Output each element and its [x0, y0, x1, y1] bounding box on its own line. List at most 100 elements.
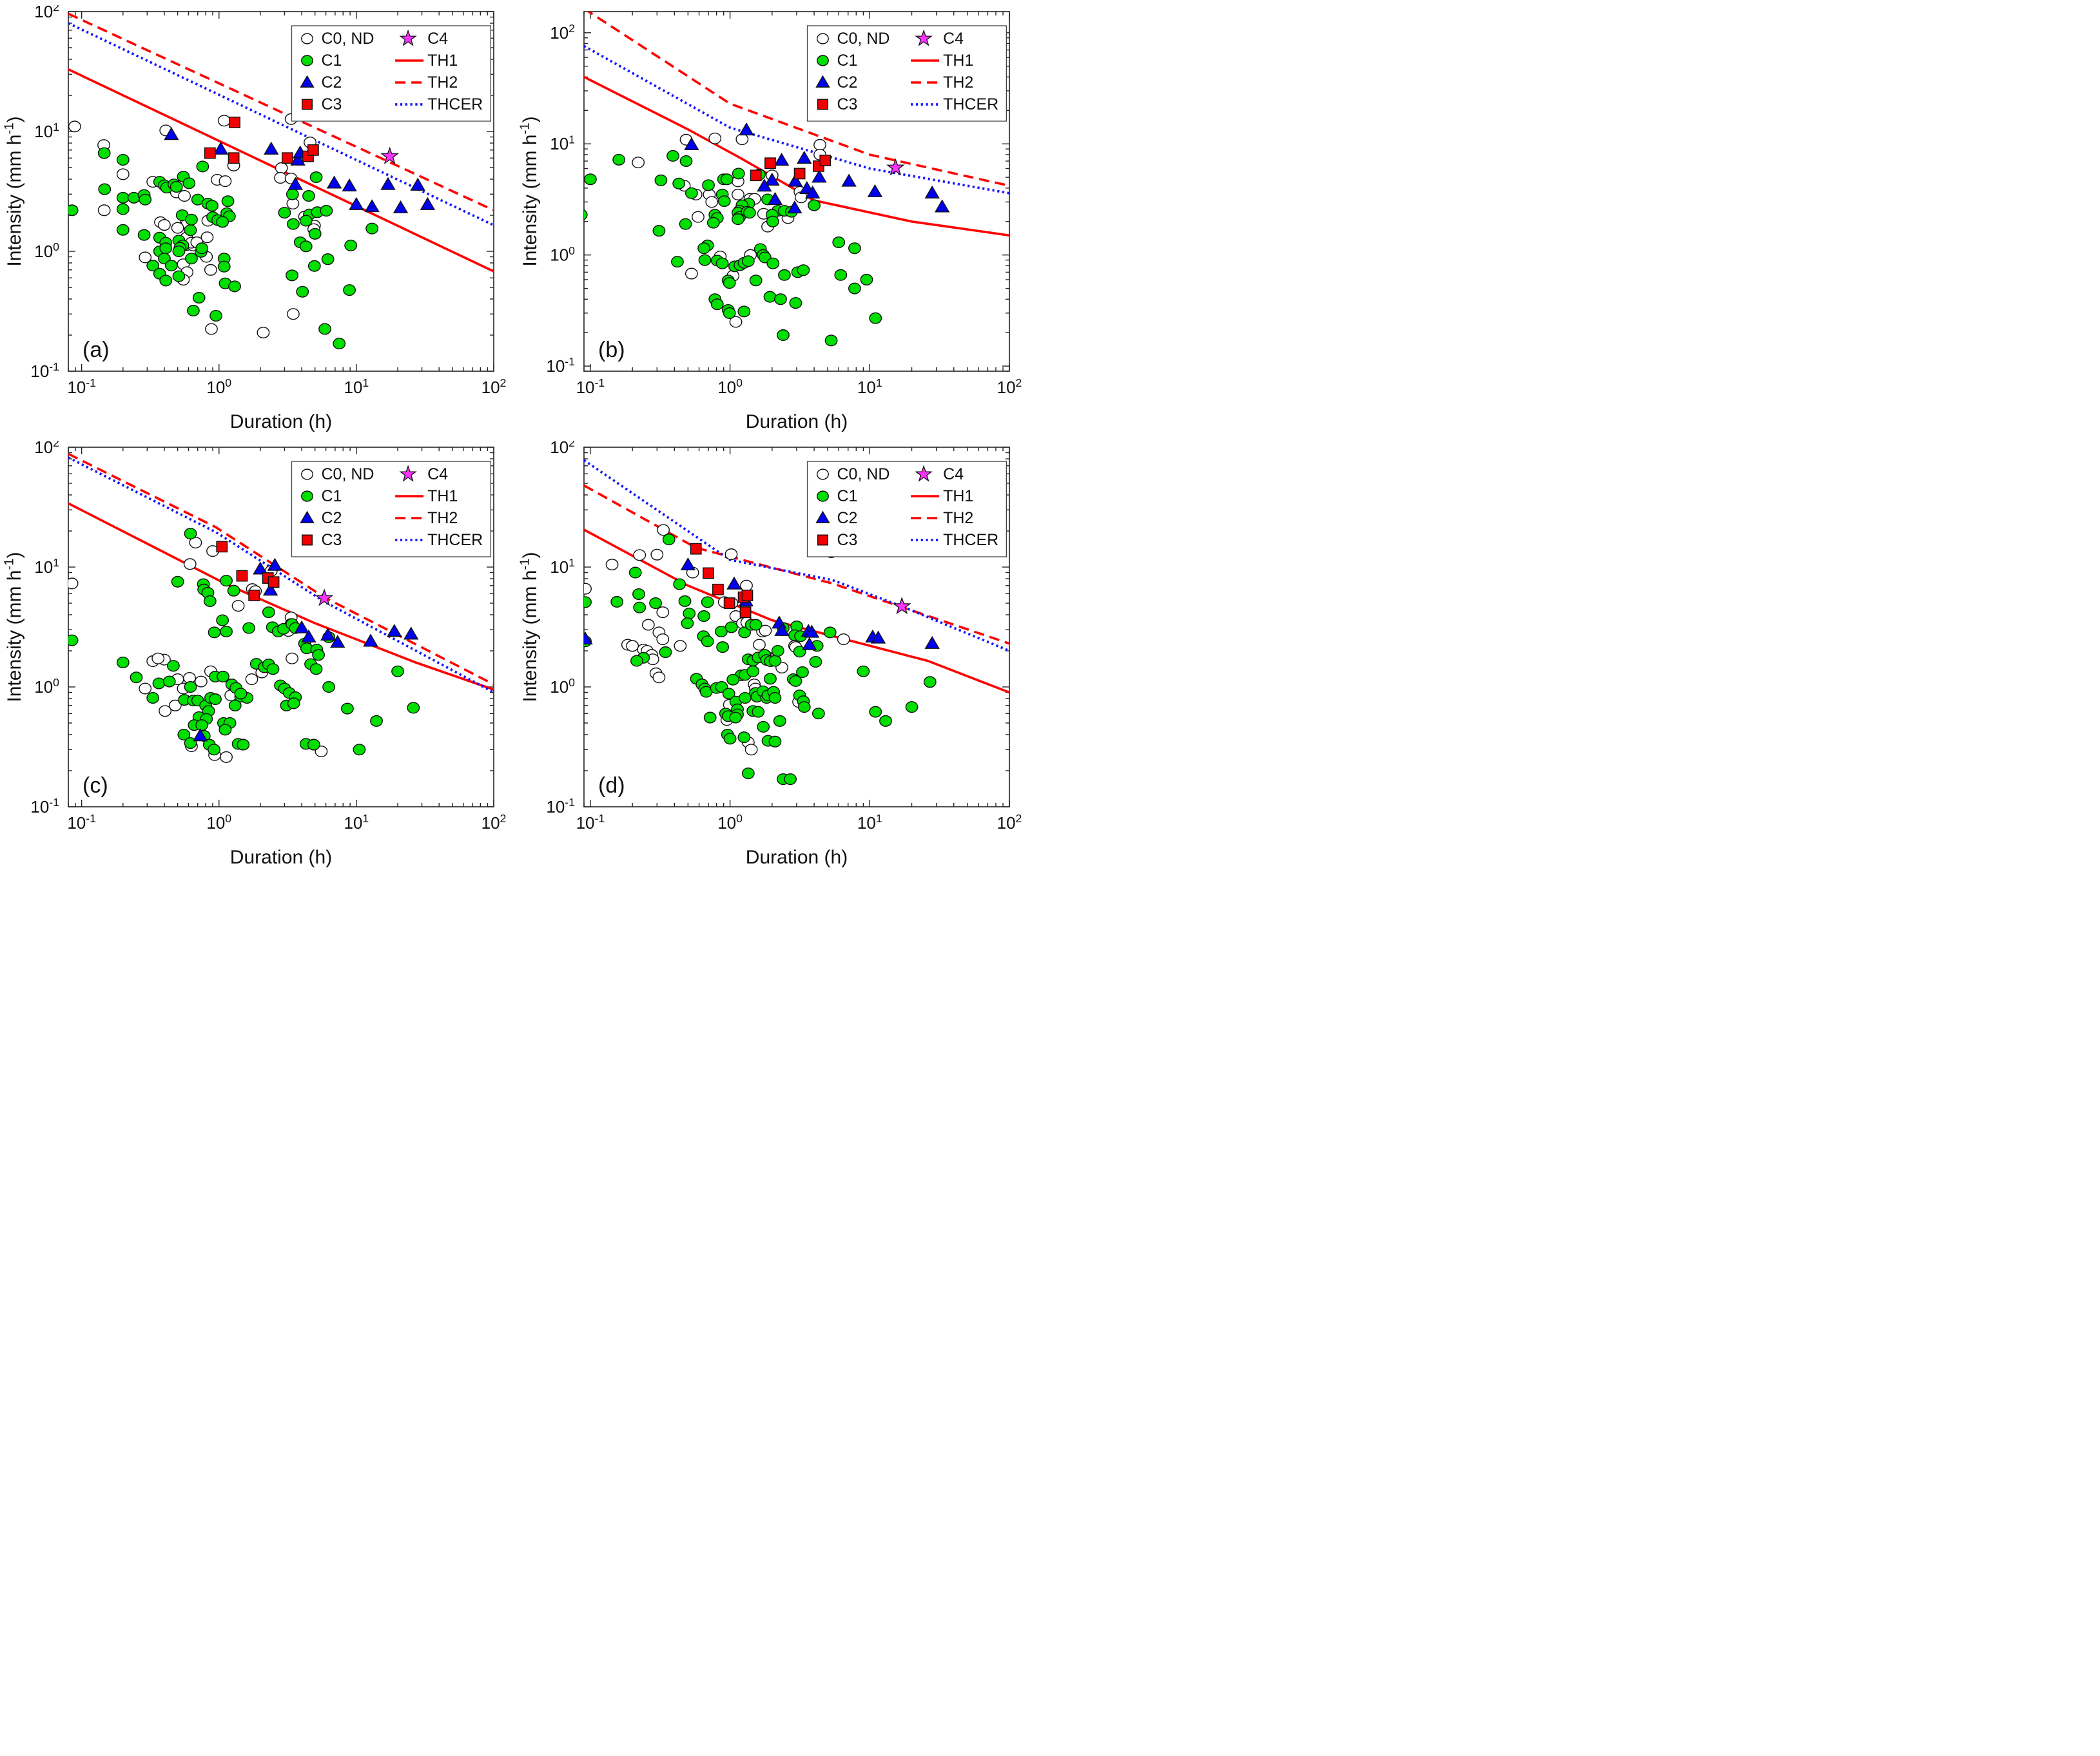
c1-marker: [738, 692, 752, 704]
c1-marker: [869, 706, 882, 718]
c3-marker: [817, 534, 828, 546]
c0-marker: [301, 33, 313, 44]
legend-label-th2: TH2: [943, 509, 973, 527]
y-tick-label: 102: [34, 5, 59, 21]
c1-marker: [763, 291, 777, 303]
c1-marker: [286, 269, 298, 282]
c1-marker: [116, 224, 130, 236]
c1-marker: [341, 702, 354, 715]
legend-label-c1: C1: [837, 52, 858, 70]
data-markers: [584, 524, 940, 786]
c0-marker: [116, 168, 130, 180]
figure-grid: 10-1 10-1 100 100 101 101 102 102 Duration (h) In…: [0, 0, 1031, 878]
c0-marker: [657, 524, 670, 536]
c1-marker: [710, 298, 724, 311]
x-tick-label: 101: [857, 376, 882, 397]
th1-line: [584, 75, 1009, 237]
panel-d: 10-1 10-1 100 100 101 101 102 102 Duration (h) In…: [520, 441, 1029, 873]
c1-marker: [584, 173, 597, 186]
c1-marker: [766, 257, 780, 269]
c3-marker: [267, 576, 280, 588]
c3-marker: [302, 534, 313, 546]
c1-marker: [321, 253, 335, 265]
c0-marker: [656, 606, 670, 619]
c4-marker: [399, 29, 417, 46]
panel-d-chart: 10-110-1 100 100 101 101 102 102 Duration (h) In…: [520, 441, 1022, 868]
c0-marker: [652, 671, 666, 684]
c0-marker: [753, 639, 766, 651]
c0-marker: [204, 264, 217, 276]
c1-marker: [796, 666, 809, 678]
y-tick-label: 101: [550, 556, 575, 577]
y-tick-label: 100: [550, 244, 575, 265]
c1-marker: [722, 688, 735, 700]
c1-marker: [139, 193, 152, 206]
c0-marker: [194, 675, 208, 688]
c2-marker: [301, 629, 316, 643]
c4-marker: [893, 597, 911, 615]
th2-line: [68, 12, 494, 211]
c0-marker: [632, 157, 645, 169]
c0-marker: [740, 579, 753, 592]
x-tick-label: 10-1: [576, 376, 605, 397]
c1-marker: [584, 596, 592, 608]
c1-marker: [137, 229, 151, 241]
c1-marker: [162, 675, 176, 688]
x-axis-label: Duration (h): [230, 847, 332, 868]
x-tick-label: 102: [481, 812, 507, 833]
c0-marker: [257, 327, 270, 339]
c1-marker: [343, 284, 356, 296]
c1-marker: [869, 312, 882, 324]
c0-marker: [837, 633, 850, 645]
c1-marker: [185, 253, 198, 265]
c1-marker: [209, 309, 222, 322]
c3-marker: [723, 597, 735, 609]
c1-marker: [678, 595, 692, 607]
legend: C0, ND C1 C2 C3 C4 TH1 TH2 THCER: [291, 461, 492, 557]
c1-marker: [299, 215, 313, 227]
c1-marker: [649, 597, 662, 609]
c1-marker: [584, 209, 588, 220]
c1-marker: [749, 619, 763, 631]
y-axis-label: Intensity (mm h-1): [4, 552, 25, 702]
c0-marker: [220, 751, 233, 763]
c3-marker: [817, 99, 828, 110]
c2-marker: [870, 630, 886, 644]
c1-marker: [209, 693, 222, 706]
c1-marker: [192, 292, 206, 304]
c1-marker: [228, 699, 242, 711]
legend-label-c2: C2: [837, 73, 858, 92]
c0-marker: [151, 652, 165, 664]
c1-marker: [234, 688, 248, 700]
panel-letter: (b): [598, 338, 625, 362]
c1-marker: [146, 692, 160, 704]
legend-label-c0: C0, ND: [837, 465, 890, 483]
c1-marker: [659, 646, 672, 659]
c4-marker: [399, 465, 417, 482]
c1-marker: [797, 264, 810, 276]
c1-marker: [216, 614, 229, 626]
panel-c: 10-1 10-1 100 100 101 101 102 102 Duration (h) In…: [4, 441, 513, 873]
c1-marker: [301, 490, 313, 502]
c1-marker: [662, 534, 676, 546]
c1-marker: [278, 207, 291, 219]
c2-marker: [774, 622, 790, 636]
c0-marker: [633, 549, 647, 561]
c1-marker: [116, 191, 130, 204]
c0-marker: [656, 633, 670, 645]
c0-marker: [68, 577, 79, 590]
c1-marker: [741, 255, 755, 267]
th1-line: [68, 502, 494, 691]
legend-label-c0: C0, ND: [322, 30, 374, 48]
legend: C0, ND C1 C2 C3 C4 TH1 TH2 THCER: [806, 25, 1007, 122]
y-tick-label: 10-1: [546, 355, 575, 376]
c1-marker: [172, 246, 186, 258]
c1-marker: [697, 242, 710, 255]
y-tick-label: 10-1: [546, 796, 575, 816]
c2-marker: [287, 177, 304, 190]
c1-marker: [227, 584, 240, 597]
c2-marker: [387, 624, 402, 637]
c1-marker: [848, 242, 861, 255]
